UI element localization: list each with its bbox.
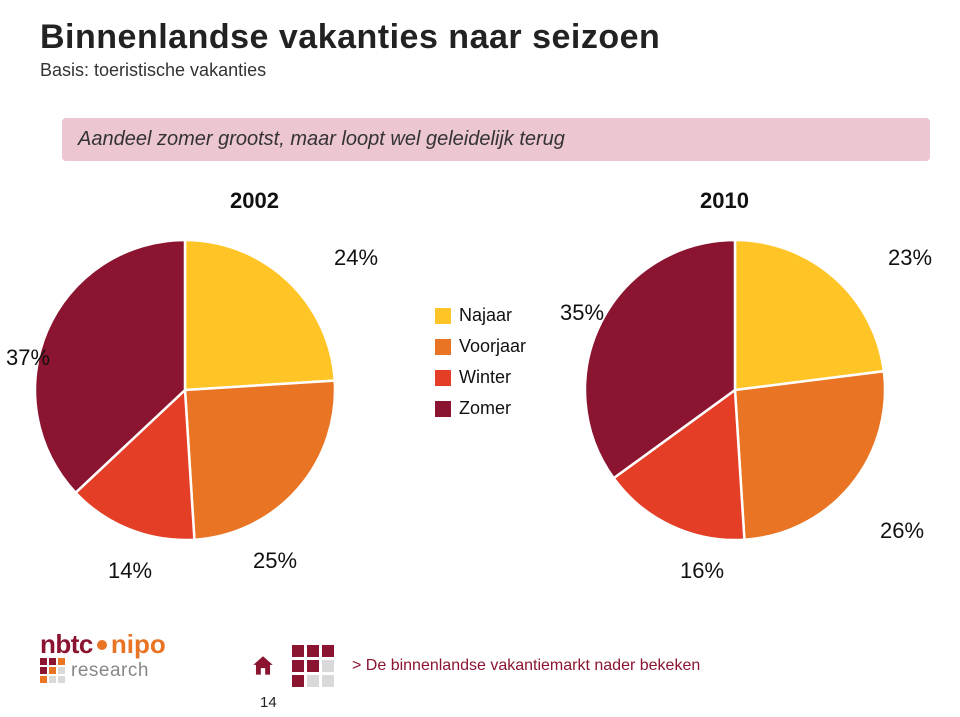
pct-left-najaar: 24% — [334, 245, 378, 271]
legend-swatch-zomer — [435, 401, 451, 417]
ticker-body: De binnenlandse vakantiemarkt nader beke… — [366, 657, 700, 674]
legend-swatch-winter — [435, 370, 451, 386]
legend-label-najaar: Najaar — [459, 305, 512, 326]
pct-right-winter: 16% — [680, 558, 724, 584]
pct-right-voorjaar: 26% — [880, 518, 924, 544]
logo-text-nipo: nipo — [111, 629, 166, 660]
home-icon — [250, 653, 276, 679]
legend-item-zomer: Zomer — [435, 398, 526, 419]
ticker-prefix: > — [352, 657, 361, 674]
pct-right-najaar: 23% — [888, 245, 932, 271]
legend-label-zomer: Zomer — [459, 398, 511, 419]
logo-bottom: research — [40, 658, 230, 683]
legend-label-winter: Winter — [459, 367, 511, 388]
pie-slice-voorjaar — [735, 371, 885, 540]
logo-grid-icon — [40, 658, 65, 683]
pct-right-zomer: 35% — [560, 300, 604, 326]
pct-left-zomer: 37% — [6, 345, 50, 371]
logo-top: nbtc nipo — [40, 629, 230, 660]
slide: Binnenlandse vakanties naar seizoen Basi… — [0, 0, 960, 717]
legend: Najaar Voorjaar Winter Zomer — [435, 305, 526, 429]
legend-item-winter: Winter — [435, 367, 526, 388]
legend-swatch-najaar — [435, 308, 451, 324]
footer-ticker: > De binnenlandse vakantiemarkt nader be… — [250, 649, 810, 683]
legend-label-voorjaar: Voorjaar — [459, 336, 526, 357]
logo: nbtc nipo research — [40, 629, 230, 683]
ticker-text: > De binnenlandse vakantiemarkt nader be… — [352, 657, 700, 675]
pct-left-winter: 14% — [108, 558, 152, 584]
legend-swatch-voorjaar — [435, 339, 451, 355]
pct-left-voorjaar: 25% — [253, 548, 297, 574]
logo-dot-icon — [97, 640, 107, 650]
logo-text-research: research — [71, 660, 149, 682]
pie-slice-najaar — [735, 240, 884, 390]
page-number: 14 — [260, 694, 277, 711]
ticker-grid-icon — [292, 645, 334, 687]
logo-text-nbtc: nbtc — [40, 629, 93, 660]
legend-item-najaar: Najaar — [435, 305, 526, 326]
legend-item-voorjaar: Voorjaar — [435, 336, 526, 357]
